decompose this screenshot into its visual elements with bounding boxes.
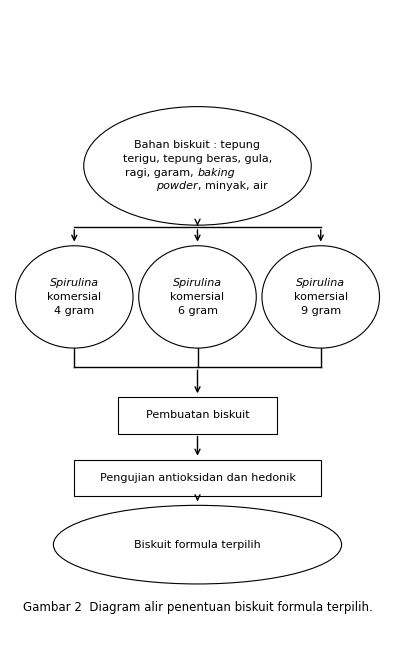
Ellipse shape [53, 505, 342, 584]
Text: Spirulina: Spirulina [173, 278, 222, 288]
Ellipse shape [84, 107, 311, 225]
Text: Pengujian antioksidan dan hedonik: Pengujian antioksidan dan hedonik [100, 473, 295, 483]
Text: , minyak, air: , minyak, air [198, 181, 267, 192]
Text: terigu, tepung beras, gula,: terigu, tepung beras, gula, [123, 154, 272, 164]
Text: baking: baking [198, 168, 235, 177]
Text: 4 gram: 4 gram [54, 306, 94, 316]
Ellipse shape [139, 246, 256, 348]
Ellipse shape [15, 246, 133, 348]
Ellipse shape [262, 246, 380, 348]
Text: komersial: komersial [47, 292, 102, 302]
Text: Biskuit formula terpilih: Biskuit formula terpilih [134, 540, 261, 550]
FancyBboxPatch shape [74, 460, 321, 496]
Text: ragi, garam,: ragi, garam, [125, 168, 198, 177]
Text: komersial: komersial [170, 292, 225, 302]
Text: Spirulina: Spirulina [50, 278, 99, 288]
Text: Gambar 2  Diagram alir penentuan biskuit formula terpilih.: Gambar 2 Diagram alir penentuan biskuit … [23, 601, 372, 614]
Text: powder: powder [156, 181, 198, 192]
FancyBboxPatch shape [118, 397, 277, 434]
Text: Pembuatan biskuit: Pembuatan biskuit [146, 411, 249, 421]
Text: komersial: komersial [293, 292, 348, 302]
Text: Spirulina: Spirulina [296, 278, 345, 288]
Text: 9 gram: 9 gram [301, 306, 341, 316]
Text: 6 gram: 6 gram [177, 306, 218, 316]
Text: Bahan biskuit : tepung: Bahan biskuit : tepung [135, 140, 260, 150]
